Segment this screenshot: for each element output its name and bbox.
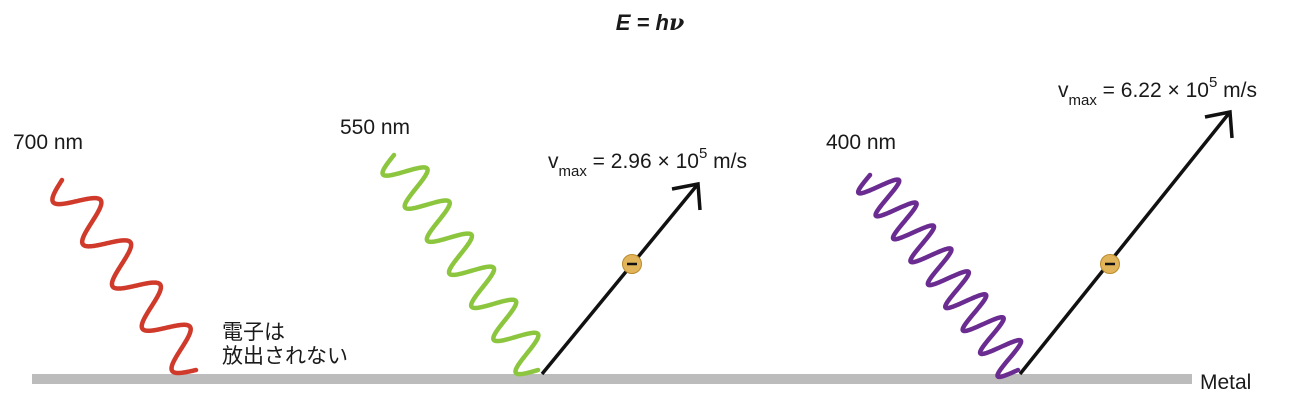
formula-h: h (656, 10, 669, 35)
wavelength-label-550nm: 550 nm (340, 116, 410, 139)
vmax-label-550nm: vmax = 2.96 × 105 m/s (548, 145, 747, 180)
vmax-label-400nm: vmax = 6.22 × 105 m/s (1058, 74, 1257, 109)
vmax-symbol: v (548, 150, 559, 173)
vmax-exponent: 5 (1209, 74, 1217, 91)
electron-arrow-head (1204, 109, 1234, 139)
vmax-symbol: v (1058, 79, 1069, 102)
photon-wave-700nm (50, 177, 199, 376)
vmax-unit: m/s (1217, 79, 1257, 102)
vmax-mantissa: 2.96 (611, 150, 652, 173)
vmax-unit: m/s (707, 150, 747, 173)
no-emission-line2: 放出されない (222, 344, 348, 368)
formula-equals: = (630, 10, 655, 35)
metal-surface (32, 374, 1192, 384)
no-emission-line1: 電子は (222, 320, 285, 344)
vmax-subscript: max (1069, 92, 1098, 109)
energy-formula: E = hν (616, 10, 684, 36)
wavelength-label-700nm: 700 nm (13, 131, 83, 154)
wavelength-label-400nm: 400 nm (826, 131, 896, 154)
vmax-base: 10 (1186, 79, 1209, 102)
vmax-subscript: max (559, 163, 588, 180)
vmax-times: × (652, 150, 676, 173)
formula-E: E (616, 10, 632, 35)
electron-arrow-shaft (540, 182, 700, 376)
metal-label: Metal (1200, 371, 1251, 394)
electron-trajectory-550nm (540, 181, 702, 376)
vmax-mantissa: 6.22 (1121, 79, 1162, 102)
formula-nu: ν (669, 10, 684, 36)
electron-trajectory-400nm (1018, 109, 1234, 376)
vmax-exponent: 5 (699, 145, 707, 162)
vmax-equals: = (587, 150, 611, 173)
vmax-times: × (1162, 79, 1186, 102)
photon-wave-400nm (855, 172, 1024, 380)
electron-arrow-head (671, 181, 702, 211)
vmax-base: 10 (676, 150, 699, 173)
photon-wave-550nm (380, 152, 541, 377)
electron-arrow-shaft (1018, 110, 1232, 376)
vmax-equals: = (1097, 79, 1121, 102)
